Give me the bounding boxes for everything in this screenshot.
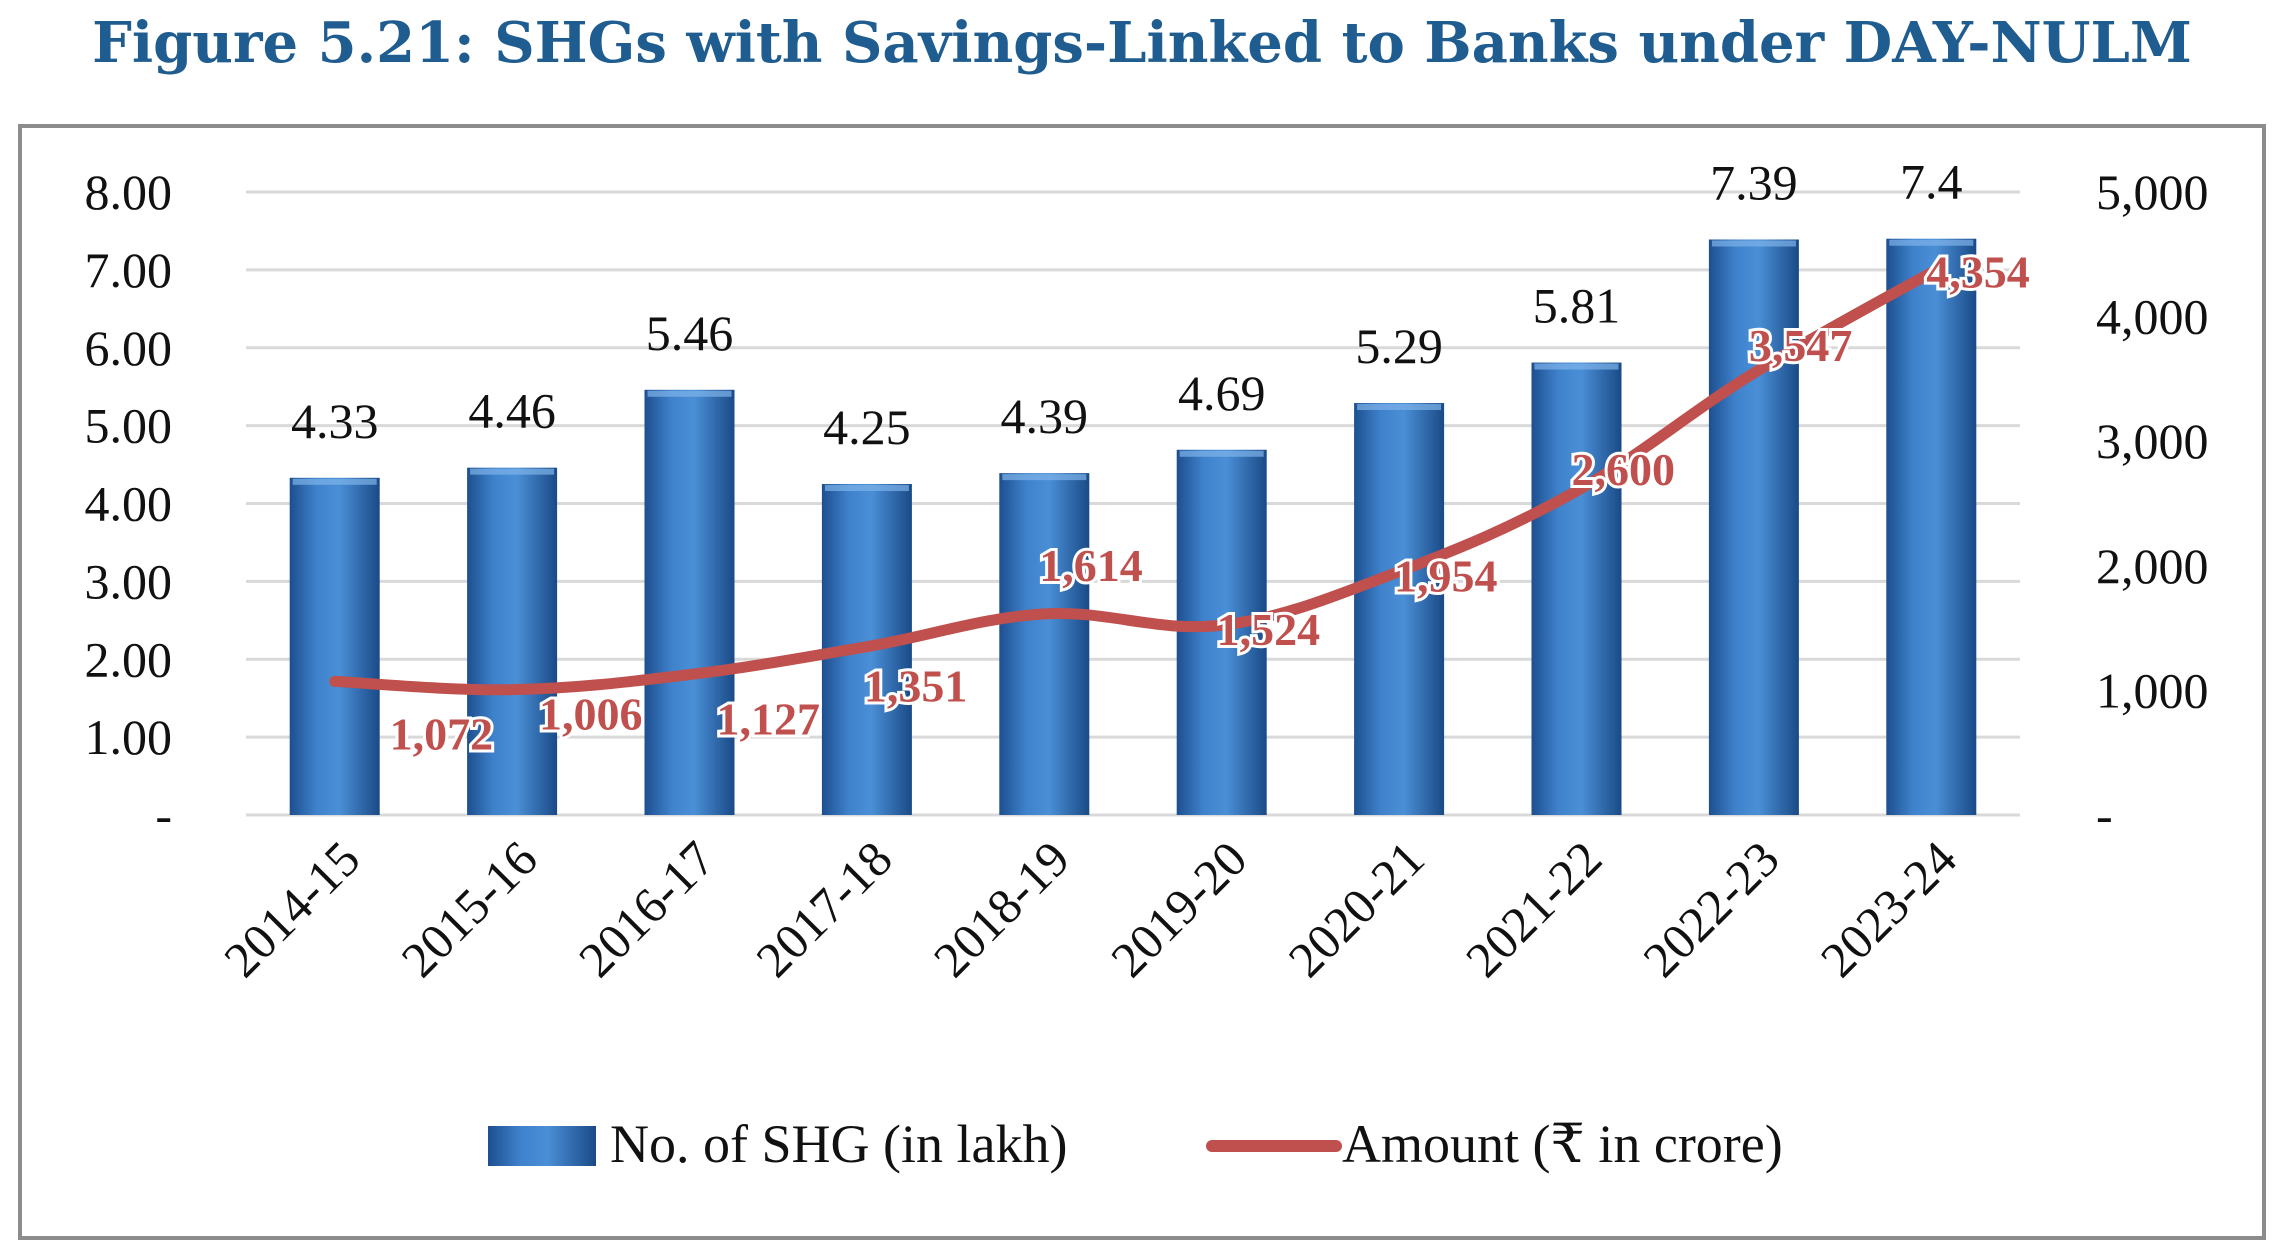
line-data-label: 4,354: [1926, 246, 2030, 297]
left-axis-tick-label: 4.00: [85, 476, 173, 532]
right-axis-tick-label: 1,000: [2096, 662, 2209, 718]
left-axis-tick-label: -: [155, 787, 172, 843]
line-data-label: 1,954: [1394, 551, 1498, 602]
bar: [1531, 362, 1622, 815]
line-data-label: 1,524: [1217, 604, 1321, 655]
bar-highlight: [292, 478, 377, 485]
line-point: [1398, 570, 1401, 573]
line-point: [865, 645, 868, 648]
bar: [467, 467, 558, 815]
bar-highlight: [1179, 450, 1264, 457]
bar-highlight: [1357, 404, 1442, 411]
right-axis-tick-label: 2,000: [2096, 538, 2209, 594]
line-data-labels: 1,072 1,006 1,127 1,351 1,614 1,524 1,954 2,600…: [387, 243, 2033, 762]
bar-data-label: 4.39: [1001, 388, 1089, 444]
bar-data-labels: 4.33 4.46 5.46 4.25 4.39 4.69 5.29 5.81 7.39 7.4: [291, 154, 1963, 455]
legend-bar-swatch: [488, 1126, 596, 1166]
bar-data-label: 5.81: [1533, 278, 1621, 334]
bar-data-label: 5.46: [646, 305, 734, 361]
line-point: [511, 688, 514, 691]
line-point: [1220, 624, 1223, 627]
bar-highlight: [1889, 239, 1974, 246]
line-point: [333, 680, 336, 683]
line-data-label: 1,127: [716, 694, 820, 745]
line-point: [1930, 271, 1933, 274]
bar: [289, 477, 380, 815]
bar-highlight: [647, 390, 732, 397]
line-data-label: 1,614: [1039, 540, 1143, 591]
left-axis-tick-label: 1.00: [85, 709, 173, 765]
legend-line-label: Amount (₹ in crore): [1342, 1114, 1783, 1174]
bar-highlight: [1002, 474, 1087, 481]
line-data-label: 1,072: [390, 708, 494, 759]
bar: [1886, 238, 1977, 816]
right-axis-tick-label: 4,000: [2096, 289, 2209, 345]
bar: [1354, 403, 1445, 815]
bar: [1176, 449, 1267, 815]
line-point: [1575, 490, 1578, 493]
bar-data-label: 4.69: [1178, 365, 1266, 421]
bar: [644, 389, 735, 815]
line-series: [329, 266, 1937, 696]
left-axis-tick-label: 6.00: [85, 320, 173, 376]
bar-data-label: 7.39: [1710, 155, 1798, 211]
bar-data-label: 4.46: [468, 383, 556, 439]
bar: [1708, 239, 1799, 815]
bar-data-label: 4.25: [823, 399, 911, 455]
line-point: [1752, 372, 1755, 375]
left-axis-tick-label: 7.00: [85, 242, 173, 298]
line-data-label: 3,547: [1749, 320, 1853, 371]
bar-data-label: 7.4: [1900, 154, 1963, 210]
right-axis-tick-label: -: [2096, 787, 2113, 843]
left-axis-tick-label: 5.00: [85, 398, 173, 454]
legend: No. of SHG (in lakh) Amount (₹ in crore): [488, 1114, 1783, 1174]
left-axis-tick-label: 2.00: [85, 631, 173, 687]
left-axis: - 1.00 2.00 3.00 4.00 5.00 6.00 7.00 8.00: [85, 164, 173, 843]
bar-data-label: 5.29: [1355, 318, 1443, 374]
bar-highlight: [470, 468, 555, 475]
line-path: [329, 266, 1937, 696]
bar-highlight: [1711, 240, 1796, 247]
bar-highlight: [1534, 363, 1619, 370]
line-point: [688, 673, 691, 676]
line-data-label: 1,351: [864, 661, 968, 712]
left-axis-tick-label: 8.00: [85, 164, 173, 220]
chart-title: Figure 5.21: SHGs with Savings-Linked to…: [92, 10, 2192, 76]
left-axis-tick-label: 3.00: [85, 553, 173, 609]
bar-highlight: [824, 485, 909, 492]
bar-series: [289, 238, 1977, 816]
right-axis: - 1,000 2,000 3,000 4,000 5,000: [2096, 164, 2209, 843]
line-point: [1043, 612, 1046, 615]
line-data-label: 2,600: [1571, 444, 1675, 495]
bar: [999, 473, 1090, 815]
right-axis-tick-label: 5,000: [2096, 164, 2209, 220]
line-data-label: 1,006: [539, 689, 643, 740]
legend-bar-label: No. of SHG (in lakh): [610, 1114, 1067, 1174]
right-axis-tick-label: 3,000: [2096, 413, 2209, 469]
bar-data-label: 4.33: [291, 393, 379, 449]
